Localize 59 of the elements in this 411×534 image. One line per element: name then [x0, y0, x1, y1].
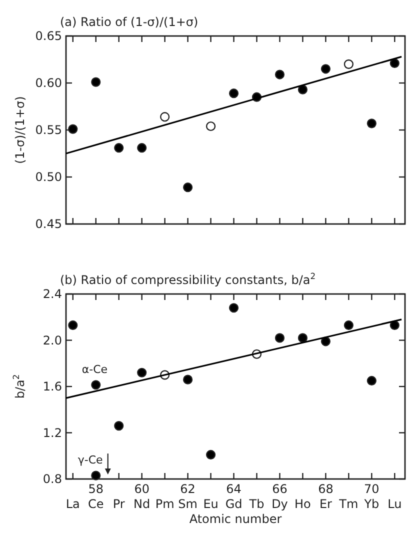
point — [91, 77, 101, 87]
point — [91, 380, 101, 390]
x-tick-label: 66 Dy — [272, 482, 288, 511]
point — [298, 84, 308, 94]
y-tick-label: 0.50 — [35, 170, 62, 184]
x-tick-label: 64 Gd — [225, 482, 242, 511]
point — [344, 320, 354, 330]
point — [68, 124, 78, 134]
point — [274, 70, 285, 80]
y-tick-label: 1.6 — [42, 380, 62, 394]
x-tick-label: Tm — [338, 497, 358, 511]
y-tick-label: 2.0 — [42, 333, 62, 348]
x-tick-label: 68 Er — [318, 482, 334, 511]
y-tick-label: 1.2 — [42, 426, 62, 440]
x-tick-label: Lu — [388, 497, 402, 511]
point — [390, 320, 400, 330]
point — [366, 376, 376, 386]
point — [137, 143, 147, 153]
point — [228, 303, 239, 313]
point — [206, 450, 216, 460]
annotation: α-Ce — [82, 362, 108, 376]
annotation: γ-Ce — [78, 454, 104, 467]
point — [206, 121, 216, 132]
point — [160, 112, 170, 122]
chart-title: (b) Ratio of compressibility constants, b/a$^{2}$ — [60, 271, 316, 287]
x-tick-label: Pr — [112, 497, 125, 511]
point — [344, 59, 354, 69]
point — [114, 421, 124, 431]
point — [183, 374, 193, 384]
y-tick-label: 2.4 — [42, 287, 62, 301]
point — [274, 333, 285, 343]
point — [91, 470, 101, 480]
point — [228, 88, 239, 98]
point — [298, 333, 308, 343]
y-tick-label: 0.8 — [42, 472, 62, 486]
x-tick-label: 70 Yb — [363, 482, 380, 511]
point — [390, 58, 400, 68]
x-tick-label: 60 Nd — [134, 482, 150, 511]
point — [366, 118, 376, 128]
x-tick-label: Pm — [155, 497, 174, 511]
x-tick-label: Tb — [248, 497, 264, 511]
point — [183, 182, 193, 192]
x-tick-label: Ho — [294, 497, 311, 511]
point — [68, 320, 78, 330]
y-tick-label: 0.65 — [35, 29, 62, 43]
y-tick-label: 0.45 — [35, 217, 62, 231]
point — [137, 368, 147, 378]
x-tick-label: 62 Sm — [178, 482, 198, 511]
y-tick-label: 0.55 — [35, 123, 62, 137]
point — [320, 64, 331, 74]
y-axis-title: (1-σ)/(1+σ) — [13, 96, 27, 164]
x-tick-label: La — [66, 497, 80, 511]
x-tick-label: 58 Ce — [88, 482, 104, 511]
point — [114, 143, 124, 153]
x-axis-title: Atomic number — [189, 512, 282, 526]
chart-title: (a) Ratio of (1-σ)/(1+σ) — [60, 15, 198, 29]
y-tick-label: 0.60 — [35, 76, 62, 90]
x-tick-label: Eu — [203, 497, 218, 511]
point — [320, 336, 331, 346]
